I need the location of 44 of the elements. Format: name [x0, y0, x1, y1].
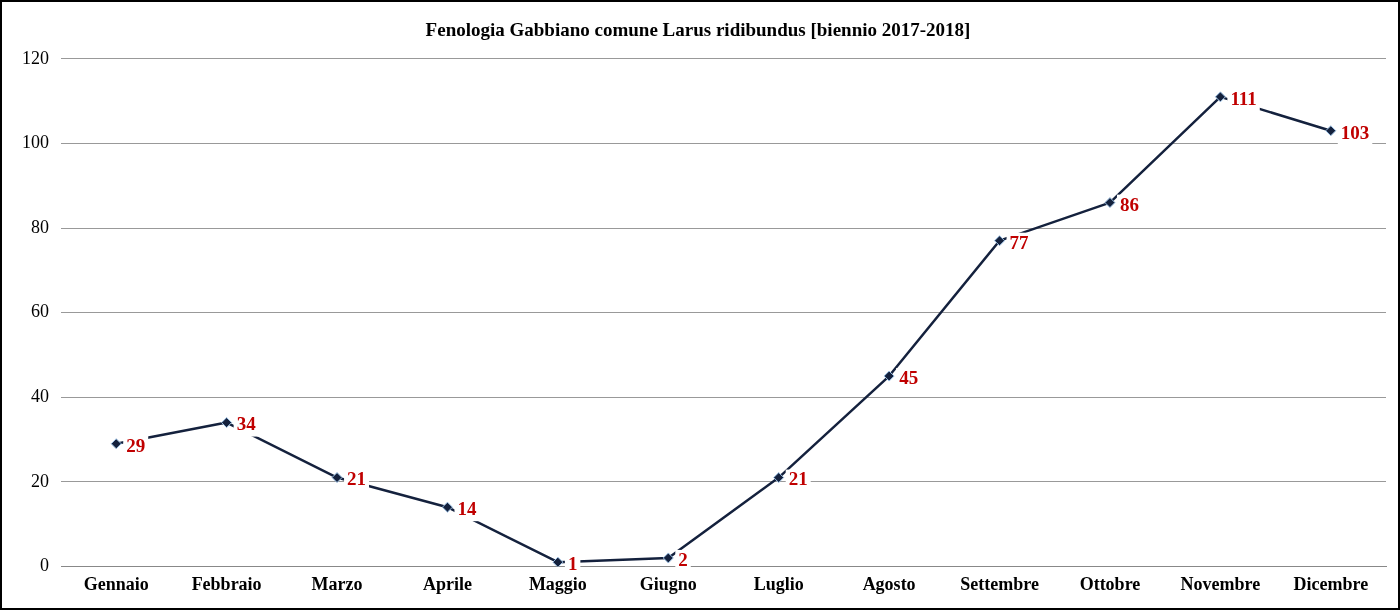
y-tick-label: 20: [31, 470, 49, 491]
data-label: 21: [347, 468, 367, 490]
x-tick-label: Agosto: [862, 573, 916, 594]
x-tick-label: Aprile: [422, 573, 472, 594]
data-label: 29: [126, 434, 146, 456]
point: [773, 472, 785, 484]
x-tick-label: Ottobre: [1079, 573, 1141, 594]
point: [331, 472, 343, 484]
y-tick-label: 0: [40, 555, 49, 576]
data-label: 1: [567, 553, 578, 575]
x-tick-label: Dicembre: [1293, 573, 1369, 594]
point: [221, 417, 233, 429]
y-tick-label: 80: [31, 216, 49, 237]
x-tick-label: Marzo: [311, 573, 363, 594]
x-tick-label: Maggio: [528, 573, 587, 594]
x-tick-label: Novembre: [1180, 573, 1261, 594]
point: [662, 552, 674, 564]
point: [1214, 91, 1226, 103]
x-tick-label: Giugno: [639, 573, 697, 594]
y-tick-label: 120: [22, 47, 49, 68]
point: [110, 438, 122, 450]
x-tick-label: Luglio: [753, 573, 804, 594]
x-tick-label: Gennaio: [83, 573, 149, 594]
data-label: 14: [457, 498, 477, 520]
chart-title: Fenologia Gabbiano comune Larus ridibundus [biennio 2017-2018]: [425, 19, 971, 41]
x-tick-label: Settembre: [960, 573, 1039, 594]
data-label: 77: [1009, 231, 1030, 253]
data-label: 45: [899, 366, 919, 388]
data-label: 86: [1119, 193, 1139, 215]
data-label: 21: [788, 468, 808, 490]
point: [994, 235, 1006, 247]
point: [883, 370, 895, 382]
data-label: 2: [678, 548, 688, 570]
point: [552, 556, 564, 567]
y-tick-label: 40: [31, 385, 49, 406]
point: [1325, 125, 1337, 137]
x-tick-label: Febbraio: [191, 573, 262, 594]
y-tick-label: 60: [31, 301, 49, 322]
point: [1104, 197, 1116, 209]
data-label: 34: [236, 413, 257, 435]
data-label: 111: [1230, 87, 1257, 109]
y-tick-label: 100: [22, 132, 49, 153]
point: [441, 501, 453, 513]
data-label: 103: [1340, 121, 1370, 143]
